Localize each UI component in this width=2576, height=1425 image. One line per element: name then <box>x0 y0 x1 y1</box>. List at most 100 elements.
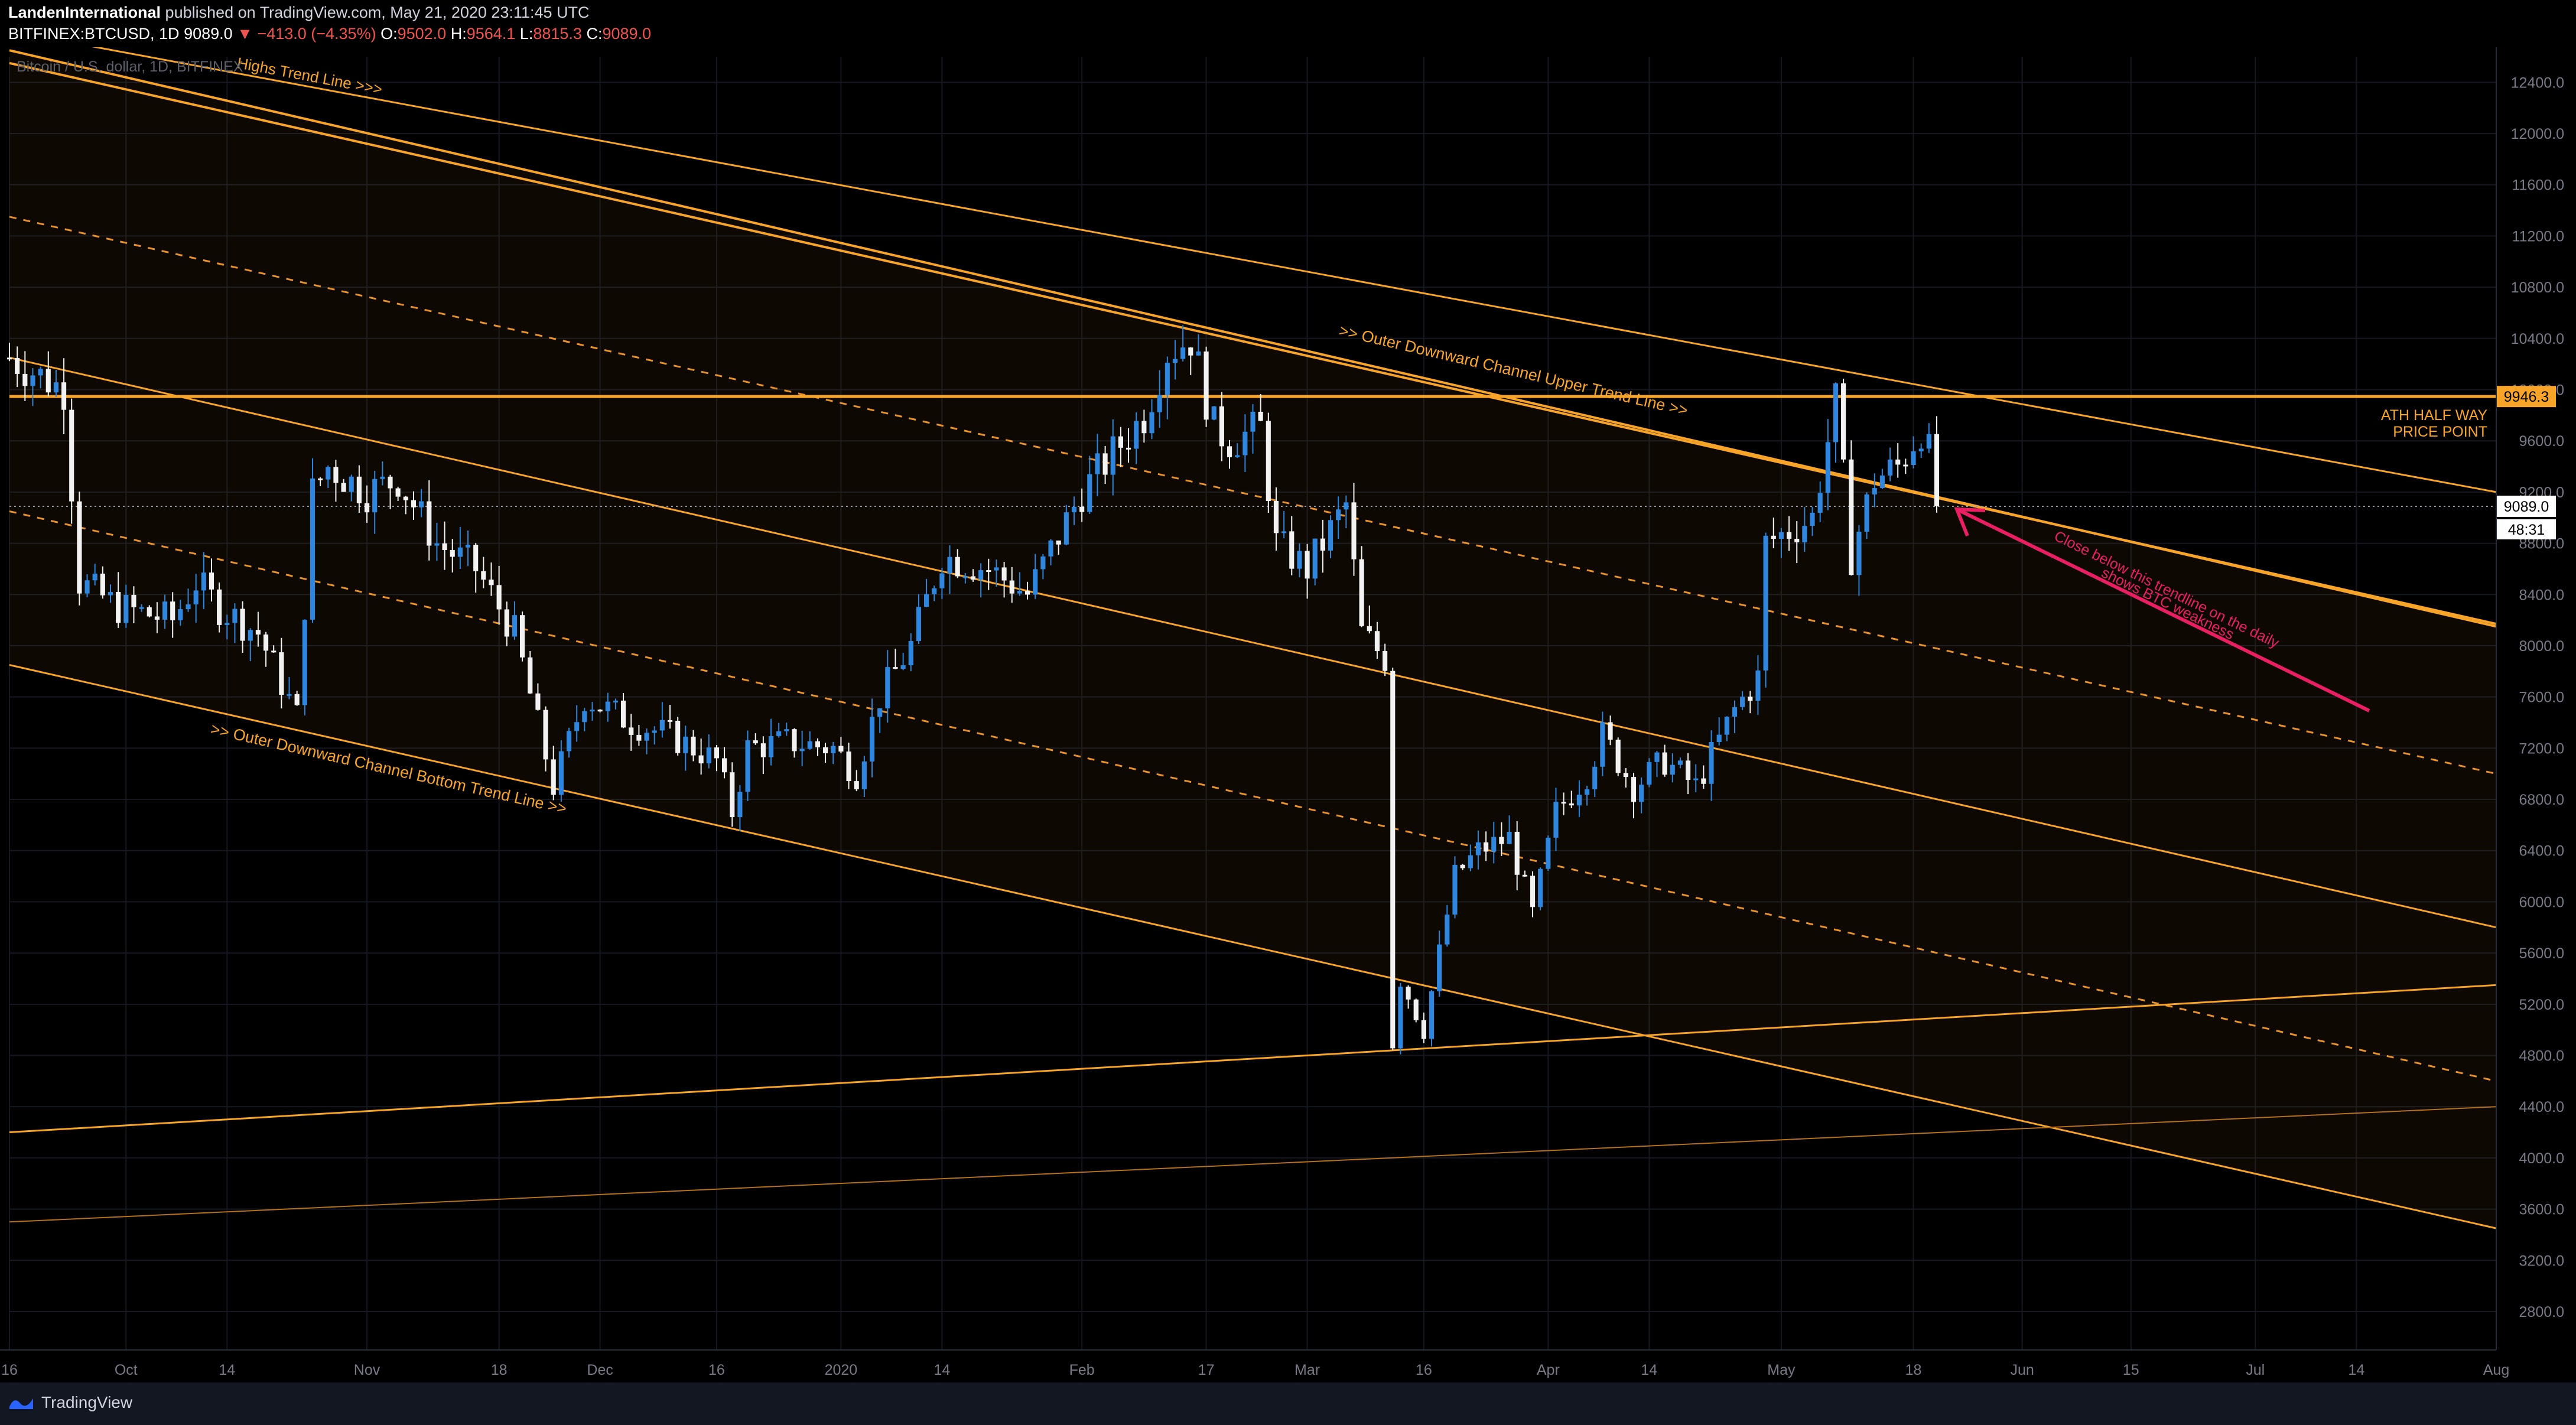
grid <box>9 57 2497 1350</box>
candle-down <box>489 580 494 585</box>
candle-up <box>799 749 805 751</box>
candle-up <box>1732 707 1738 717</box>
x-tick-label: Feb <box>1069 1362 1095 1378</box>
candle-down <box>838 746 844 752</box>
y-tick-label: 7200.0 <box>2519 740 2564 757</box>
candle-up <box>659 720 665 731</box>
x-tick-label: 16 <box>708 1362 725 1378</box>
candle-down <box>263 634 269 651</box>
x-tick-label: Nov <box>354 1362 380 1378</box>
candle-up <box>349 476 354 492</box>
price-chart[interactable]: Highs Trend Line >>>>> Outer Downward Ch… <box>0 47 2576 1382</box>
candle-up <box>1724 717 1729 735</box>
pink-arrowhead-icon <box>1954 507 1986 537</box>
x-tick-label: Apr <box>1537 1362 1560 1378</box>
candle-down <box>1499 837 1504 844</box>
candle-up <box>287 694 292 696</box>
candle-down <box>356 476 362 503</box>
candle-up <box>1149 412 1154 434</box>
brand[interactable]: TradingView <box>8 1393 132 1412</box>
candle-down <box>1374 631 1380 652</box>
candle-down <box>636 734 642 741</box>
y-tick-label: 3600.0 <box>2519 1202 2564 1218</box>
candles <box>6 325 1940 1055</box>
candle-up <box>380 476 385 479</box>
candle-down <box>473 545 479 571</box>
candle-down <box>240 609 245 641</box>
candle-up <box>38 369 43 376</box>
candle-down <box>1421 1020 1426 1039</box>
chart-area[interactable]: Highs Trend Line >>> >> Outer Downward Ch… <box>0 47 2576 1382</box>
time-axis-panel <box>0 1350 2576 1382</box>
candle-down <box>217 589 222 625</box>
candle-down <box>1126 447 1131 450</box>
author-name[interactable]: LandenInternational <box>8 4 161 21</box>
candle-down <box>147 607 152 617</box>
candle-up <box>1864 494 1869 532</box>
candle-down <box>1786 532 1792 539</box>
candle-down <box>970 576 976 580</box>
candle-down <box>255 630 261 635</box>
last-price-label-box <box>2497 495 2556 517</box>
y-tick-label: 7600.0 <box>2519 689 2564 706</box>
x-tick-label: Oct <box>115 1362 138 1378</box>
candle-up <box>885 667 890 708</box>
candle-up <box>1071 506 1077 513</box>
candle-down <box>403 496 408 500</box>
candle-down <box>854 781 859 790</box>
candle-down <box>1849 459 1854 575</box>
candle-up <box>1250 411 1256 432</box>
candle-down <box>893 667 898 669</box>
y-tick-label: 8400.0 <box>2519 587 2564 603</box>
countdown-label: 48:31 <box>2508 522 2545 538</box>
candle-down <box>955 557 960 577</box>
candle-up <box>831 746 836 753</box>
publish-info: published on TradingView.com, May 21, 20… <box>165 4 590 21</box>
candle-down <box>1102 453 1108 475</box>
x-tick-label: Jul <box>2246 1362 2265 1378</box>
candle-up <box>248 630 253 641</box>
candle-up <box>1677 760 1683 765</box>
candle-up <box>1693 778 1699 780</box>
candle-up <box>465 545 471 548</box>
candle-up <box>434 543 440 546</box>
candle-up <box>1134 421 1139 449</box>
candle-down <box>753 740 758 744</box>
candle-down <box>1895 459 1901 465</box>
x-tick-label: 2020 <box>825 1362 858 1378</box>
candle-up <box>745 740 750 792</box>
trendline-rising-support-2 <box>9 1106 2497 1223</box>
symbol-label: BITFINEX:BTCUSD, 1D <box>8 25 180 43</box>
candle-up <box>1879 475 1885 489</box>
candle-up <box>1507 831 1512 844</box>
candle-down <box>698 755 704 764</box>
y-tick-label: 4800.0 <box>2519 1048 2564 1065</box>
candle-down <box>1367 626 1372 632</box>
last-price-label: 9089.0 <box>2504 499 2549 515</box>
candle-down <box>1406 987 1411 1000</box>
trendlines[interactable] <box>9 47 2497 1229</box>
open-value: 9502.0 <box>397 25 447 43</box>
candle-down <box>551 759 556 795</box>
candle-up <box>139 607 144 609</box>
candle-up <box>1538 868 1543 907</box>
candle-down <box>675 720 681 753</box>
candle-up <box>1243 431 1248 456</box>
candle-down <box>504 609 509 637</box>
candle-down <box>1227 446 1232 457</box>
candle-up <box>1452 864 1458 915</box>
candle-down <box>1569 803 1574 806</box>
candle-up <box>1437 944 1442 991</box>
candle-down <box>427 501 432 546</box>
candle-down <box>597 710 603 712</box>
candle-down <box>411 500 417 507</box>
x-tick-label: 14 <box>1641 1362 1657 1378</box>
candle-down <box>77 501 82 594</box>
candle-down <box>1413 999 1419 1020</box>
candle-down <box>45 369 51 393</box>
brand-label: TradingView <box>41 1393 133 1411</box>
candle-up <box>939 573 945 588</box>
candle-up <box>574 722 580 731</box>
candle-up <box>232 609 238 623</box>
trendline-highs-trend <box>92 47 2497 493</box>
